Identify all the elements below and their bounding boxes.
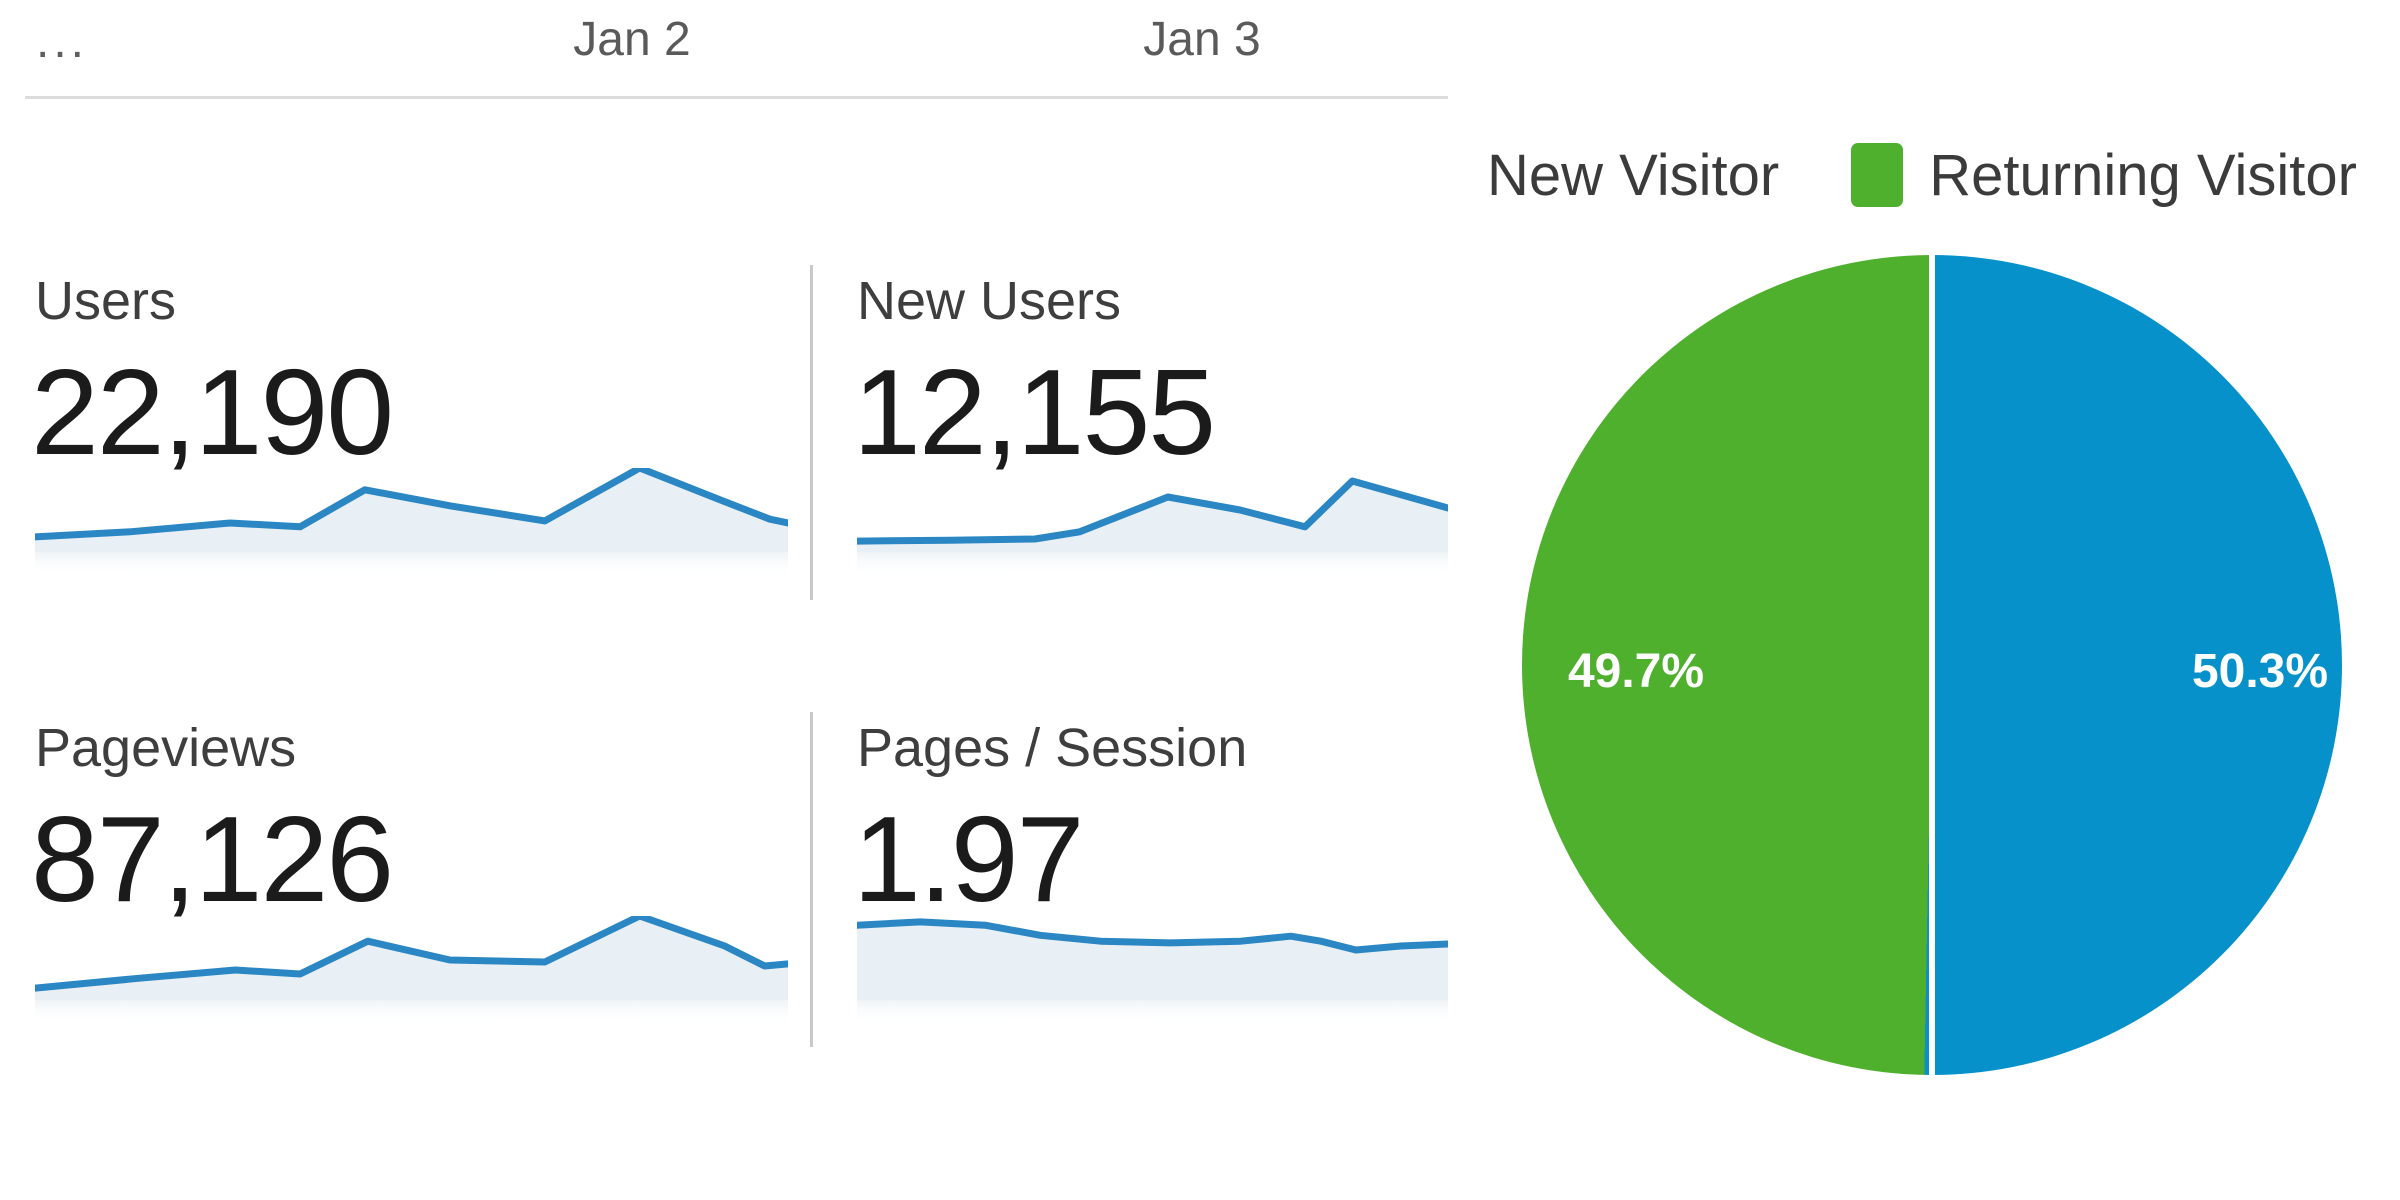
legend-item-returning-visitor[interactable]: Returning Visitor xyxy=(1929,142,2357,208)
axis-ellipsis-label: ... xyxy=(36,15,89,68)
metric-card-users[interactable]: Users 22,190 xyxy=(31,270,788,600)
metric-label: Users xyxy=(35,271,177,331)
returning-visitor-swatch-icon xyxy=(1851,143,1904,207)
metric-card-new-users[interactable]: New Users 12,155 xyxy=(853,270,1448,600)
pageviews-sparkline-chart xyxy=(35,916,788,1026)
metric-value: 22,190 xyxy=(31,344,394,480)
new-users-sparkline-chart xyxy=(857,477,1448,578)
pie-slice-divider xyxy=(1929,255,1935,1075)
legend-item-new-visitor[interactable]: New Visitor xyxy=(1487,142,1780,208)
metric-card-pages-per-session[interactable]: Pages / Session 1.97 xyxy=(853,717,1448,1047)
pie-legend: New Visitor Returning Visitor xyxy=(1487,128,2357,222)
returning-visitor-percent-label: 49.7% xyxy=(1567,645,1705,698)
axis-tick-jan2: Jan 2 xyxy=(573,13,691,66)
card-divider-bottom xyxy=(810,712,813,1047)
metric-value: 12,155 xyxy=(853,344,1216,480)
new-visitor-percent-label: 50.3% xyxy=(2191,645,2329,698)
metric-label: Pages / Session xyxy=(857,718,1248,778)
metric-card-pageviews[interactable]: Pageviews 87,126 xyxy=(31,717,788,1047)
metric-value: 87,126 xyxy=(31,791,394,927)
metric-label: Pageviews xyxy=(35,718,297,778)
card-divider-top xyxy=(810,265,813,600)
axis-tick-jan3: Jan 3 xyxy=(1143,13,1261,66)
users-sparkline-chart xyxy=(35,468,788,578)
metric-label: New Users xyxy=(857,271,1122,331)
pages-per-session-sparkline-chart xyxy=(857,918,1448,1026)
metric-value: 1.97 xyxy=(853,791,1084,927)
timeline-axis-line xyxy=(25,96,1448,99)
visitor-type-pie-chart: 49.7% 50.3% xyxy=(1522,255,2342,1075)
